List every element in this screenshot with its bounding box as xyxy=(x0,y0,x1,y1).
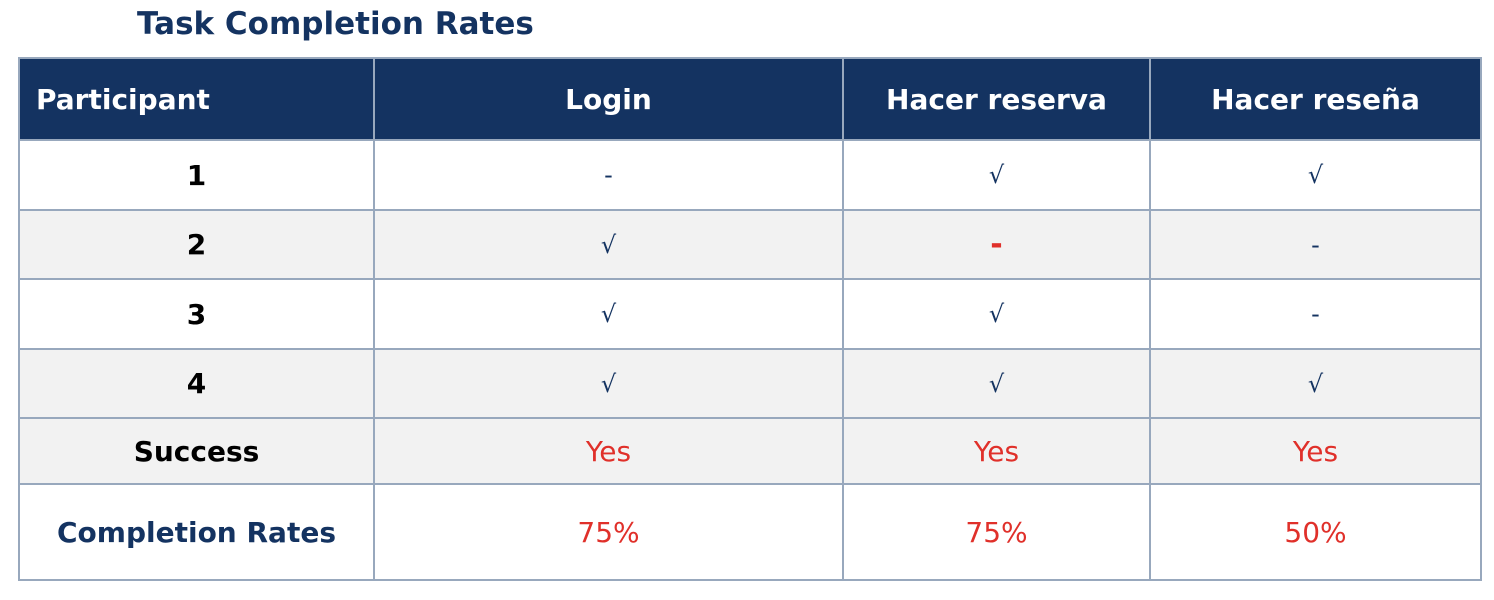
success-row: Success Yes Yes Yes xyxy=(18,417,1482,485)
participant-number: 1 xyxy=(18,139,375,211)
cell-value: √ xyxy=(1307,161,1324,189)
completion-rate-row: Completion Rates 75% 75% 50% xyxy=(18,483,1482,581)
success-label: Success xyxy=(18,417,375,485)
page-title: Task Completion Rates xyxy=(137,6,534,42)
header-hacer-reserva: Hacer reserva xyxy=(842,57,1151,141)
success-value: Yes xyxy=(1149,417,1482,485)
table-cell: √ xyxy=(842,348,1151,419)
cell-value: √ xyxy=(988,369,1005,398)
table-cell: √ xyxy=(842,278,1151,350)
header-login: Login xyxy=(373,57,844,141)
completion-rate-label: Completion Rates xyxy=(18,483,375,581)
completion-rate-value: 75% xyxy=(373,483,844,581)
cell-value: √ xyxy=(1307,369,1324,398)
table-cell: √ xyxy=(373,278,844,350)
header-hacer-resena: Hacer reseña xyxy=(1149,57,1482,141)
table-row: 4 √ √ √ xyxy=(18,348,1482,419)
header-participant: Participant xyxy=(18,57,375,141)
completion-rate-value: 50% xyxy=(1149,483,1482,581)
success-value: Yes xyxy=(373,417,844,485)
table-cell: √ xyxy=(373,209,844,280)
cell-value: - xyxy=(1311,300,1320,328)
table-cell: - xyxy=(1149,278,1482,350)
table-cell: √ xyxy=(373,348,844,419)
table-cell: √ xyxy=(1149,348,1482,419)
table-row: 1 - √ √ xyxy=(18,139,1482,211)
table-cell: - xyxy=(1149,209,1482,280)
table-row: 2 √ - - xyxy=(18,209,1482,280)
cell-value-highlighted: - xyxy=(990,227,1003,262)
table-cell: √ xyxy=(1149,139,1482,211)
cell-value: √ xyxy=(600,369,617,398)
cell-value: - xyxy=(1311,230,1320,259)
cell-value: - xyxy=(604,161,613,189)
table-cell: - xyxy=(373,139,844,211)
cell-value: √ xyxy=(988,300,1005,328)
participant-number: 3 xyxy=(18,278,375,350)
success-value: Yes xyxy=(842,417,1151,485)
cell-value: √ xyxy=(988,161,1005,189)
table-cell: √ xyxy=(842,139,1151,211)
table-row: 3 √ √ - xyxy=(18,278,1482,350)
table-cell: - xyxy=(842,209,1151,280)
table-header-row: Participant Login Hacer reserva Hacer re… xyxy=(18,57,1482,141)
cell-value: √ xyxy=(600,230,617,259)
participant-number: 4 xyxy=(18,348,375,419)
cell-value: √ xyxy=(600,300,617,328)
participant-number: 2 xyxy=(18,209,375,280)
completion-table: Participant Login Hacer reserva Hacer re… xyxy=(18,57,1482,581)
completion-rate-value: 75% xyxy=(842,483,1151,581)
